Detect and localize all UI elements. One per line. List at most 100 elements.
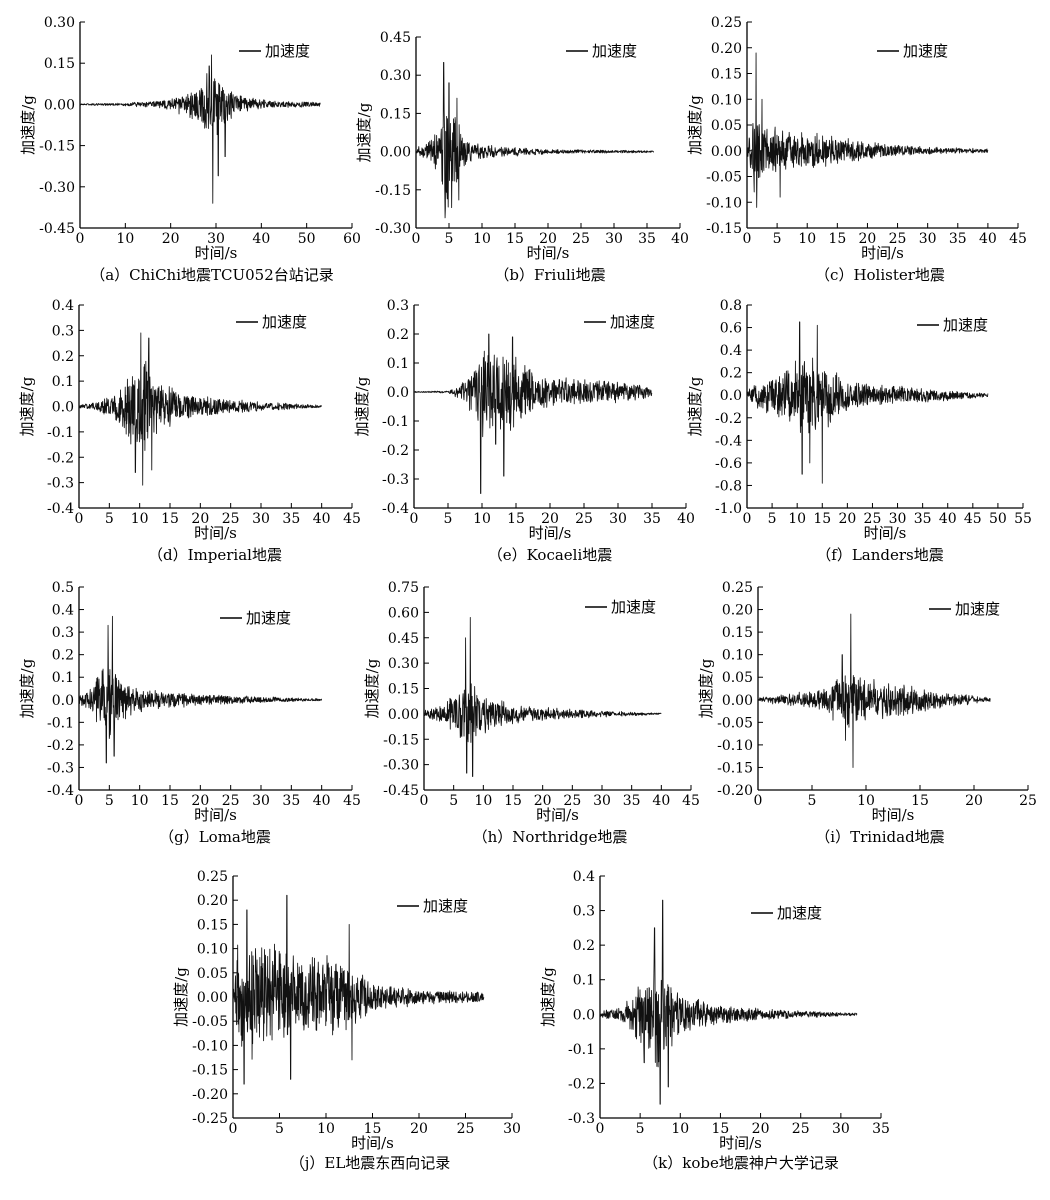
x-tick-label: 35 (282, 793, 300, 809)
x-tick-label: 10 (131, 511, 149, 527)
chart-panel-j: 0 5 10 15 20 25 30 -0.25 -0.20 -0.15 -0.10 -0.05 0.0… (172, 869, 521, 1172)
x-tick-label: 35 (282, 511, 300, 527)
y-tick-label: -0.30 (375, 221, 411, 237)
x-tick-label: 15 (712, 1121, 730, 1137)
legend-label: 加速度 (955, 600, 1000, 618)
y-tick-label: 0.00 (197, 990, 228, 1006)
x-tick-label: 5 (768, 511, 777, 527)
x-axis-label: 时间/s (527, 244, 570, 262)
y-tick-label: -0.10 (192, 1038, 228, 1054)
x-tick-label: 15 (828, 231, 846, 247)
y-tick-label: -0.05 (192, 1014, 228, 1030)
x-tick-label: 30 (919, 231, 937, 247)
x-tick-label: 25 (572, 231, 590, 247)
x-tick-label: 20 (191, 511, 209, 527)
y-tick-label: -0.1 (568, 1042, 595, 1058)
series-line-acceleration (232, 894, 485, 1085)
y-tick-label: -0.3 (47, 760, 74, 776)
x-tick-label: 40 (313, 511, 331, 527)
x-tick-label: 10 (474, 793, 492, 809)
y-tick-label: 0.30 (44, 15, 75, 31)
x-tick-label: 0 (229, 1121, 238, 1137)
y-tick-label: 0.2 (387, 327, 409, 343)
y-tick-label: -0.20 (192, 1087, 228, 1103)
x-tick-label: 40 (652, 793, 670, 809)
x-tick-label: 20 (859, 231, 877, 247)
y-tick-label: -0.2 (715, 411, 742, 427)
y-tick-label: -0.2 (47, 738, 74, 754)
x-tick-label: 35 (914, 511, 932, 527)
x-tick-label: 25 (457, 1121, 475, 1137)
y-axis-label: 加速度/g (172, 967, 190, 1027)
series-line-acceleration (423, 617, 662, 777)
x-tick-label: 35 (949, 231, 967, 247)
x-tick-label: 20 (965, 793, 983, 809)
y-tick-label: -0.2 (382, 443, 409, 459)
x-tick-label: 10 (857, 793, 875, 809)
y-tick-label: 0.1 (573, 973, 595, 989)
x-tick-label: 25 (575, 511, 593, 527)
chart-panel-i: 0 5 10 15 20 25 -0.20 -0.15 -0.10 -0.05 0.00 0.05 0.… (697, 580, 1037, 846)
y-tick-label: 0.20 (711, 41, 742, 57)
x-tick-label: 10 (116, 231, 134, 247)
y-tick-label: 0.2 (720, 366, 742, 382)
y-axis-label: 加速度/g (18, 658, 36, 718)
y-axis-label: 加速度/g (355, 102, 373, 162)
y-axis-label: 加速度/g (539, 967, 557, 1027)
x-tick-label: 15 (504, 793, 522, 809)
x-tick-label: 15 (506, 231, 524, 247)
y-tick-label: 0.15 (722, 625, 753, 641)
y-tick-label: 0.1 (52, 670, 74, 686)
y-tick-label: -0.4 (382, 501, 409, 517)
x-tick-label: 30 (832, 1121, 850, 1137)
x-axis-label: 时间/s (864, 524, 907, 542)
x-axis-label: 时间/s (195, 244, 238, 262)
x-tick-label: 30 (207, 231, 225, 247)
y-tick-label: 0.0 (52, 400, 74, 416)
chart-caption: （j）EL地震东西向记录 (290, 1154, 451, 1172)
y-tick-label: 0.15 (197, 917, 228, 933)
y-tick-label: 0.0 (573, 1007, 595, 1023)
y-tick-label: -0.15 (375, 183, 411, 199)
y-tick-label: 0.2 (573, 938, 595, 954)
y-axis-label: 加速度/g (697, 658, 715, 718)
y-tick-label: -0.15 (39, 139, 75, 155)
y-tick-label: 0.20 (197, 893, 228, 909)
y-tick-label: 0.1 (52, 374, 74, 390)
y-tick-label: 0.3 (52, 625, 74, 641)
y-tick-label: -0.6 (715, 456, 742, 472)
chart-panel-g: 0 5 10 15 20 25 30 35 40 45 -0.4 -0.3 -0.2 -0.1 0.0 0.1… (18, 580, 361, 846)
x-tick-label: 25 (222, 793, 240, 809)
series-line-acceleration (78, 615, 323, 764)
x-tick-label: 30 (593, 793, 611, 809)
y-tick-label: 0.15 (380, 106, 411, 122)
x-axis-label: 时间/s (194, 806, 237, 824)
chart-caption: （e）Kocaeli地震 (488, 546, 613, 564)
x-tick-label: 35 (638, 231, 656, 247)
series-line-acceleration (746, 321, 989, 484)
x-axis-label: 时间/s (872, 806, 915, 824)
y-tick-label: 0.10 (722, 648, 753, 664)
y-tick-label: -0.4 (47, 501, 74, 517)
x-tick-label: 40 (979, 231, 997, 247)
x-tick-label: 30 (605, 231, 623, 247)
x-tick-label: 5 (444, 511, 453, 527)
chart-panel-h: 0 5 10 15 20 25 30 35 40 45 -0.45 -0.30 -0.15 0.00 0.1… (363, 580, 700, 846)
y-axis-label: 加速度/g (686, 95, 704, 155)
x-tick-label: 0 (412, 231, 421, 247)
y-tick-label: 0.30 (380, 68, 411, 84)
chart-caption: （b）Friuli地震 (494, 266, 605, 284)
y-tick-label: 0.00 (388, 707, 419, 723)
x-tick-label: 10 (671, 1121, 689, 1137)
x-tick-label: 20 (752, 1121, 770, 1137)
y-tick-label: -0.45 (383, 783, 419, 799)
x-tick-label: 0 (754, 793, 763, 809)
x-axis-label: 时间/s (194, 524, 237, 542)
y-tick-label: -0.45 (39, 221, 75, 237)
legend-label: 加速度 (265, 42, 310, 60)
series-line-acceleration (79, 54, 321, 204)
x-tick-label: 15 (161, 511, 179, 527)
y-tick-label: 0.00 (380, 145, 411, 161)
x-tick-label: 40 (677, 511, 695, 527)
x-tick-label: 0 (76, 231, 85, 247)
